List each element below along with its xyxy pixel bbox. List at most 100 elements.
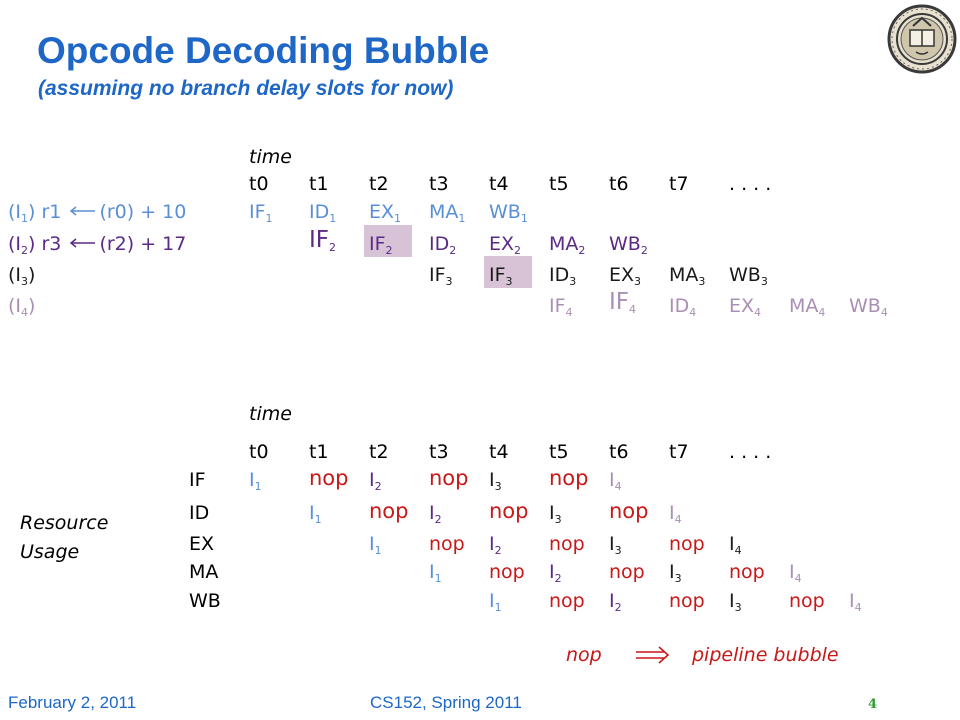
instr-label-i3: (I3) [8,264,36,288]
id-t3: I2 [429,502,442,526]
ex-t5: nop [549,533,585,555]
time-label-bottom: time [249,403,292,425]
ma-t5: I2 [549,561,562,585]
i3-if-2: IF3 [489,264,513,288]
wb-t5: nop [549,590,585,612]
if-t1: nop [309,466,349,490]
ex-t2: I1 [369,533,382,557]
cycle-t4-top: t4 [489,173,509,195]
i2-if-1: IF2 [309,227,337,254]
implies-arrow-icon [636,646,670,664]
instr-label-i2: (I2) r3 (r2) + 17 [8,233,187,257]
resource-usage-label-line2: Usage [20,541,80,563]
i4-wb: WB4 [849,295,888,319]
i3-id: ID3 [549,264,577,288]
cycle-ellipsis-top: . . . . [729,173,772,195]
legend-nop: nop [566,644,602,666]
stall-highlight-i3 [484,256,532,288]
cycle-ellipsis-bottom: . . . . [729,441,772,463]
instr-label-i1: (I1) r1 (r0) + 10 [8,201,187,225]
wb-t9: nop [789,590,825,612]
if-t2: I2 [369,469,382,493]
footer-course: CS152, Spring 2011 [370,693,522,712]
ex-t7: nop [669,533,705,555]
if-t6: I4 [609,469,622,493]
cycle-t5-top: t5 [549,173,569,195]
i4-if-2: IF4 [609,289,637,316]
stage-row-ex: EX [189,533,215,555]
cycle-t2-top: t2 [369,173,389,195]
i1-ex: EX1 [369,201,402,225]
i1-wb: WB1 [489,201,528,225]
footer-date: February 2, 2011 [8,693,137,712]
slide-subtitle: (assuming no branch delay slots for now) [38,77,454,100]
i2-id: ID2 [429,233,457,257]
cycle-t3-bottom: t3 [429,441,449,463]
stage-row-ma: MA [189,561,219,583]
university-seal-icon [887,4,957,74]
slide-title: Opcode Decoding Bubble [37,30,490,71]
i2-if-2: IF2 [369,233,393,257]
ma-t9: I4 [789,561,802,585]
cycle-t5-bottom: t5 [549,441,569,463]
cycle-t1-bottom: t1 [309,441,329,463]
if-t4: I3 [489,469,502,493]
ma-t4: nop [489,561,525,583]
cycle-t0-bottom: t0 [249,441,269,463]
cycle-t0-top: t0 [249,173,269,195]
i3-ma: MA3 [669,264,706,288]
page-number: 4 [868,697,878,712]
if-t3: nop [429,466,469,490]
time-label-top: time [249,146,292,168]
wb-t8: I3 [729,590,742,614]
id-t2: nop [369,499,409,523]
cycle-t3-top: t3 [429,173,449,195]
cycle-t7-top: t7 [669,173,689,195]
i1-if: IF1 [249,201,273,225]
ex-t8: I4 [729,533,742,557]
stage-row-if: IF [189,469,206,491]
ma-t3: I1 [429,561,442,585]
ma-t6: nop [609,561,645,583]
if-t5: nop [549,466,589,490]
cycle-t7-bottom: t7 [669,441,689,463]
i1-id: ID1 [309,201,337,225]
ma-t8: nop [729,561,765,583]
wb-t10: I4 [849,590,862,614]
cycle-t2-bottom: t2 [369,441,389,463]
if-t0: I1 [249,469,262,493]
i2-wb: WB2 [609,233,648,257]
ex-t6: I3 [609,533,622,557]
wb-t4: I1 [489,590,502,614]
i1-ma: MA1 [429,201,466,225]
cycle-t6-bottom: t6 [609,441,629,463]
stage-row-wb: WB [189,590,221,612]
i4-if-1: IF4 [549,295,573,319]
i3-ex: EX3 [609,264,642,288]
wb-t6: I2 [609,590,622,614]
left-arrow-icon [70,238,96,248]
i3-if-1: IF3 [429,264,453,288]
ex-t4: I2 [489,533,502,557]
ma-t7: I3 [669,561,682,585]
i2-ex: EX2 [489,233,522,257]
legend-meaning: pipeline bubble [692,644,839,666]
id-t4: nop [489,499,529,523]
stage-row-id: ID [189,502,210,524]
ex-t3: nop [429,533,465,555]
id-t6: nop [609,499,649,523]
id-t5: I3 [549,502,562,526]
instr-label-i4: (I4) [8,295,36,319]
left-arrow-icon [70,206,96,216]
stall-highlight-i2 [364,225,412,257]
i4-ma: MA4 [789,295,826,319]
cycle-t6-top: t6 [609,173,629,195]
cycle-t4-bottom: t4 [489,441,509,463]
id-t7: I4 [669,502,682,526]
cycle-t1-top: t1 [309,173,329,195]
i4-id: ID4 [669,295,697,319]
i2-ma: MA2 [549,233,586,257]
id-t1: I1 [309,502,322,526]
i4-ex: EX4 [729,295,762,319]
i3-wb: WB3 [729,264,768,288]
